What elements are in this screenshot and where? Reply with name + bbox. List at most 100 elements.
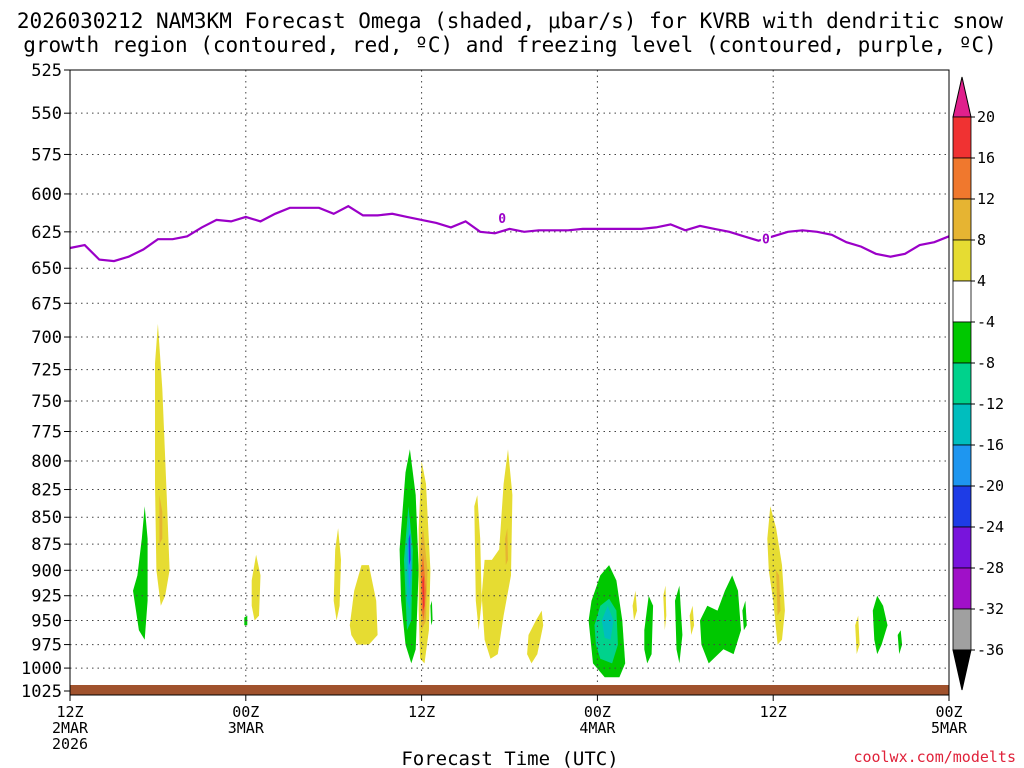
omega-region-29 bbox=[700, 575, 741, 664]
x-tick-label-0-1: 2MAR bbox=[52, 719, 89, 737]
colorbar-label-0: 20 bbox=[977, 108, 995, 126]
freezing-level-label-0: 0 bbox=[498, 212, 506, 227]
x-axis-title: Forecast Time (UTC) bbox=[401, 748, 618, 768]
y-tick-label-550: 550 bbox=[31, 104, 62, 124]
omega-region-11 bbox=[408, 533, 411, 566]
omega-region-16 bbox=[430, 600, 433, 626]
omega-region-31 bbox=[767, 506, 785, 645]
y-tick-label-750: 750 bbox=[31, 392, 62, 412]
colorbar-bottom-arrow bbox=[952, 649, 972, 691]
omega-regions bbox=[133, 323, 903, 678]
x-tick-label-5-1: 5MAR bbox=[931, 719, 968, 737]
x-tick-label-3-0: 00Z bbox=[584, 703, 611, 721]
colorbar-label-8: -16 bbox=[977, 436, 1004, 454]
omega-region-17 bbox=[474, 495, 482, 631]
colorbar-segment-3 bbox=[952, 198, 972, 241]
omega-region-28 bbox=[675, 585, 683, 664]
y-tick-label-875: 875 bbox=[31, 535, 62, 555]
omega-region-1 bbox=[155, 323, 170, 606]
site-credit: coolwx.com/modelts bbox=[853, 748, 1016, 766]
freezing-level-line bbox=[69, 204, 950, 263]
colorbar-label-12: -32 bbox=[977, 600, 1004, 618]
freezing-level-group: 00 bbox=[69, 204, 950, 263]
y-tick-label-700: 700 bbox=[31, 328, 62, 348]
colorbar-segment-1 bbox=[952, 116, 972, 159]
y-tick-label-975: 975 bbox=[31, 636, 62, 656]
y-tick-label-950: 950 bbox=[31, 611, 62, 631]
freezing-label-bg-1 bbox=[760, 231, 771, 246]
plot-frame bbox=[69, 69, 950, 696]
y-tick-label-675: 675 bbox=[31, 294, 62, 314]
y-tick-label-825: 825 bbox=[31, 481, 62, 501]
colorbar-label-13: -36 bbox=[977, 641, 1004, 659]
y-tick-label-1025: 1025 bbox=[21, 682, 62, 702]
omega-region-2 bbox=[159, 495, 163, 545]
y-tick-label-575: 575 bbox=[31, 145, 62, 165]
y-tick-label-600: 600 bbox=[31, 185, 62, 205]
chart-title-line1: 2026030212 NAM3KM Forecast Omega (shaded… bbox=[17, 9, 1004, 33]
colorbar-segment-2 bbox=[952, 157, 972, 200]
x-tick-label-0-0: 12Z bbox=[56, 703, 83, 721]
omega-region-35 bbox=[897, 630, 903, 655]
plot-background bbox=[70, 70, 949, 690]
omega-region-30 bbox=[742, 600, 747, 631]
colorbar-label-1: 16 bbox=[977, 149, 995, 167]
omega-region-33 bbox=[855, 615, 860, 655]
colorbar: 20 16 12 8 4 -4 -8 -12 -16 -20 -24 -28 -32 -36 bbox=[952, 76, 1004, 691]
omega-region-15 bbox=[422, 575, 425, 611]
x-tick-label-3-1: 4MAR bbox=[579, 719, 616, 737]
colorbar-label-11: -28 bbox=[977, 559, 1004, 577]
omega-region-6 bbox=[349, 565, 378, 645]
omega-region-23 bbox=[601, 605, 614, 640]
colorbar-top-arrow bbox=[952, 76, 972, 118]
omega-region-18 bbox=[481, 449, 513, 659]
freezing-label-bg-0 bbox=[497, 210, 508, 225]
omega-region-0 bbox=[133, 506, 148, 640]
y-tick-label-900: 900 bbox=[31, 561, 62, 581]
ground-terrain bbox=[70, 685, 949, 695]
y-tick-label-650: 650 bbox=[31, 259, 62, 279]
colorbar-label-2: 12 bbox=[977, 190, 995, 208]
y-tick-label-625: 625 bbox=[31, 223, 62, 243]
x-tick-label-1-1: 3MAR bbox=[228, 719, 265, 737]
colorbar-label-3: 8 bbox=[977, 231, 986, 249]
colorbar-segment-10 bbox=[952, 485, 972, 528]
y-tick-label-525: 525 bbox=[31, 61, 62, 81]
y-axis: 525 550 575 600 625 650 675 700 725 750 775 800 825 8… bbox=[21, 61, 70, 702]
x-tick-label-4-0: 12Z bbox=[760, 703, 787, 721]
omega-region-5 bbox=[333, 528, 341, 621]
omega-region-3 bbox=[251, 554, 261, 621]
colorbar-segment-12 bbox=[952, 567, 972, 610]
omega-region-32 bbox=[776, 570, 781, 616]
omega-region-34 bbox=[872, 595, 888, 655]
omega-region-20 bbox=[527, 610, 544, 664]
y-tick-label-1000: 1000 bbox=[21, 659, 62, 679]
y-tick-label-850: 850 bbox=[31, 508, 62, 528]
y-tick-label-925: 925 bbox=[31, 587, 62, 607]
freezing-level-label-1: 0 bbox=[762, 233, 770, 248]
colorbar-segment-4 bbox=[952, 239, 972, 282]
omega-region-25 bbox=[644, 595, 654, 664]
colorbar-label-5: -4 bbox=[977, 313, 995, 331]
colorbar-label-9: -20 bbox=[977, 477, 1004, 495]
colorbar-segment-8 bbox=[952, 403, 972, 446]
y-tick-label-800: 800 bbox=[31, 452, 62, 472]
x-tick-label-1-0: 00Z bbox=[232, 703, 259, 721]
colorbar-segment-5 bbox=[952, 280, 972, 323]
colorbar-segment-13 bbox=[952, 608, 972, 651]
colorbar-segment-9 bbox=[952, 444, 972, 487]
colorbar-segment-7 bbox=[952, 362, 972, 405]
chart-title-line2: growth region (contoured, red, ºC) and f… bbox=[23, 33, 997, 57]
plot-area: 00 bbox=[69, 69, 950, 696]
x-tick-label-2-0: 12Z bbox=[408, 703, 435, 721]
colorbar-segment-11 bbox=[952, 526, 972, 569]
omega-region-26 bbox=[663, 585, 667, 631]
x-tick-label-0-2: 2026 bbox=[52, 735, 88, 753]
colorbar-label-4: 4 bbox=[977, 272, 986, 290]
colorbar-label-10: -24 bbox=[977, 518, 1004, 536]
omega-region-24 bbox=[632, 590, 637, 621]
y-tick-label-775: 775 bbox=[31, 422, 62, 442]
colorbar-label-6: -8 bbox=[977, 354, 995, 372]
